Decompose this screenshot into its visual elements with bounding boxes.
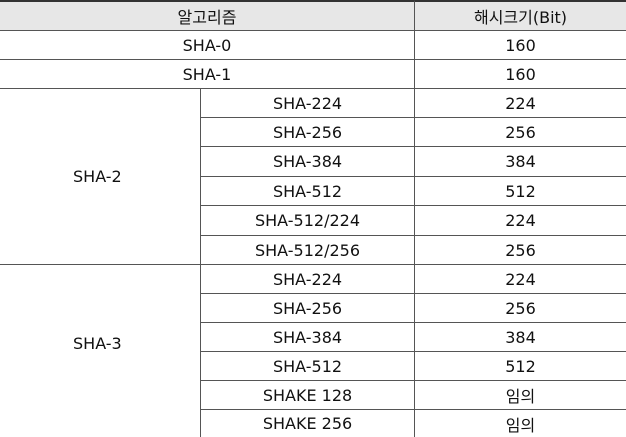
variant-cell: SHA-384	[201, 323, 415, 352]
variant-cell: SHA-256	[201, 118, 415, 147]
hash-size-cell: 160	[415, 31, 626, 60]
family-cell-sha-2: SHA-2	[0, 89, 201, 265]
hash-size-cell: 160	[415, 60, 626, 89]
hash-size-cell: 512	[415, 177, 626, 206]
variant-cell: SHAKE 256	[201, 410, 415, 437]
hash-size-cell: 384	[415, 323, 626, 352]
header-algorithm: 알고리즘	[0, 0, 415, 31]
variant-cell: SHA-256	[201, 294, 415, 323]
algorithm-cell-sha-1: SHA-1	[0, 60, 415, 89]
header-hash-size: 해시크기(Bit)	[415, 0, 626, 31]
hash-size-cell: 256	[415, 236, 626, 265]
hash-size-cell: 224	[415, 206, 626, 236]
variant-cell: SHA-224	[201, 265, 415, 294]
variant-cell: SHA-384	[201, 147, 415, 177]
algorithm-cell-sha-0: SHA-0	[0, 31, 415, 60]
hash-size-cell: 임의	[415, 381, 626, 410]
variant-cell: SHA-512	[201, 352, 415, 381]
hash-size-cell: 224	[415, 265, 626, 294]
variant-cell: SHAKE 128	[201, 381, 415, 410]
variant-cell: SHA-512	[201, 177, 415, 206]
hash-size-cell: 임의	[415, 410, 626, 437]
hash-size-cell: 512	[415, 352, 626, 381]
variant-cell: SHA-224	[201, 89, 415, 118]
hash-size-cell: 224	[415, 89, 626, 118]
variant-cell: SHA-512/256	[201, 236, 415, 265]
family-cell-sha-3: SHA-3	[0, 265, 201, 437]
hash-size-cell: 256	[415, 294, 626, 323]
variant-cell: SHA-512/224	[201, 206, 415, 236]
hash-size-cell: 256	[415, 118, 626, 147]
hash-size-cell: 384	[415, 147, 626, 177]
